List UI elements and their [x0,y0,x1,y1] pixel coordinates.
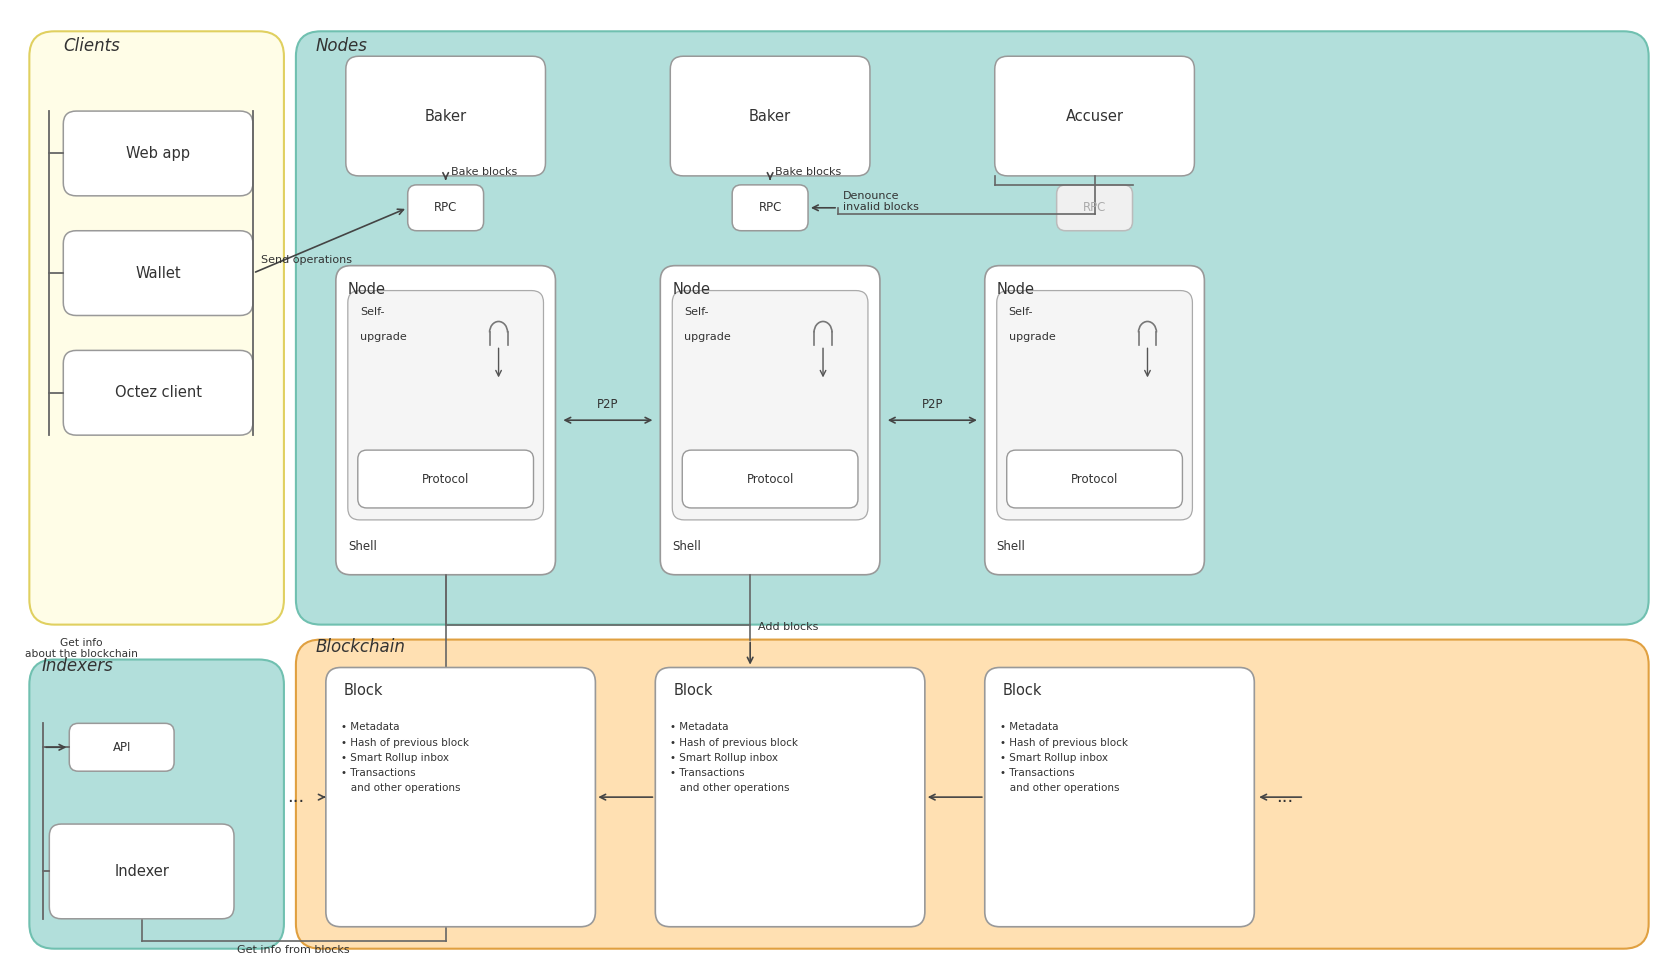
Text: Indexer: Indexer [114,864,170,879]
Text: RPC: RPC [433,201,457,215]
Text: upgrade: upgrade [1008,332,1055,342]
Text: Web app: Web app [126,146,190,161]
FancyBboxPatch shape [1006,450,1183,508]
Text: Send operations: Send operations [260,255,351,266]
Text: P2P: P2P [596,398,618,412]
FancyBboxPatch shape [336,266,556,574]
FancyBboxPatch shape [655,667,926,927]
Text: Baker: Baker [749,109,791,123]
Text: • Metadata
• Hash of previous block
• Smart Rollup inbox
• Transactions
   and o: • Metadata • Hash of previous block • Sm… [341,722,469,793]
FancyBboxPatch shape [682,450,858,508]
Text: Protocol: Protocol [746,472,795,485]
Text: Octez client: Octez client [114,385,202,400]
Text: Get info
about the blockchain: Get info about the blockchain [25,638,138,660]
FancyBboxPatch shape [64,230,254,316]
Text: Self-: Self- [684,308,709,318]
Text: Block: Block [674,683,712,699]
FancyBboxPatch shape [296,31,1648,624]
Text: Get info from blocks: Get info from blocks [237,945,349,955]
Text: upgrade: upgrade [684,332,731,342]
Text: Shell: Shell [996,540,1025,553]
Text: Bake blocks: Bake blocks [450,168,517,177]
FancyBboxPatch shape [29,31,284,624]
FancyBboxPatch shape [670,56,870,175]
Text: RPC: RPC [1084,201,1105,215]
Text: Shell: Shell [672,540,701,553]
FancyBboxPatch shape [408,185,484,230]
Text: P2P: P2P [922,398,942,412]
Text: Block: Block [1003,683,1042,699]
FancyBboxPatch shape [984,667,1255,927]
FancyBboxPatch shape [346,56,546,175]
Text: Protocol: Protocol [1070,472,1119,485]
Text: ...: ... [1275,788,1294,807]
Text: Denounce
invalid blocks: Denounce invalid blocks [843,191,919,213]
Text: • Metadata
• Hash of previous block
• Smart Rollup inbox
• Transactions
   and o: • Metadata • Hash of previous block • Sm… [670,722,798,793]
FancyBboxPatch shape [64,351,254,435]
FancyBboxPatch shape [358,450,534,508]
FancyBboxPatch shape [29,660,284,949]
FancyBboxPatch shape [732,185,808,230]
FancyBboxPatch shape [672,290,869,520]
Text: Node: Node [348,281,386,297]
Text: Self-: Self- [1008,308,1033,318]
Text: Node: Node [996,281,1035,297]
Text: Accuser: Accuser [1065,109,1124,123]
Text: Nodes: Nodes [316,37,368,55]
Text: Blockchain: Blockchain [316,638,407,656]
FancyBboxPatch shape [69,723,175,771]
FancyBboxPatch shape [348,290,544,520]
FancyBboxPatch shape [64,111,254,196]
Text: Bake blocks: Bake blocks [774,168,842,177]
Text: Block: Block [344,683,383,699]
FancyBboxPatch shape [1057,185,1132,230]
Text: Self-: Self- [360,308,385,318]
Text: ...: ... [287,788,304,807]
FancyBboxPatch shape [326,667,595,927]
Text: API: API [113,741,131,754]
Text: Clients: Clients [64,37,119,55]
FancyBboxPatch shape [49,824,234,919]
Text: Shell: Shell [348,540,376,553]
Text: Indexers: Indexers [42,658,113,675]
FancyBboxPatch shape [296,640,1648,949]
FancyBboxPatch shape [660,266,880,574]
Text: RPC: RPC [758,201,781,215]
Text: Add blocks: Add blocks [758,621,818,631]
Text: Baker: Baker [425,109,467,123]
Text: • Metadata
• Hash of previous block
• Smart Rollup inbox
• Transactions
   and o: • Metadata • Hash of previous block • Sm… [1000,722,1127,793]
Text: upgrade: upgrade [360,332,407,342]
Text: Protocol: Protocol [422,472,469,485]
FancyBboxPatch shape [995,56,1194,175]
FancyBboxPatch shape [996,290,1193,520]
FancyBboxPatch shape [984,266,1205,574]
Text: Wallet: Wallet [136,266,181,280]
Text: Node: Node [672,281,711,297]
